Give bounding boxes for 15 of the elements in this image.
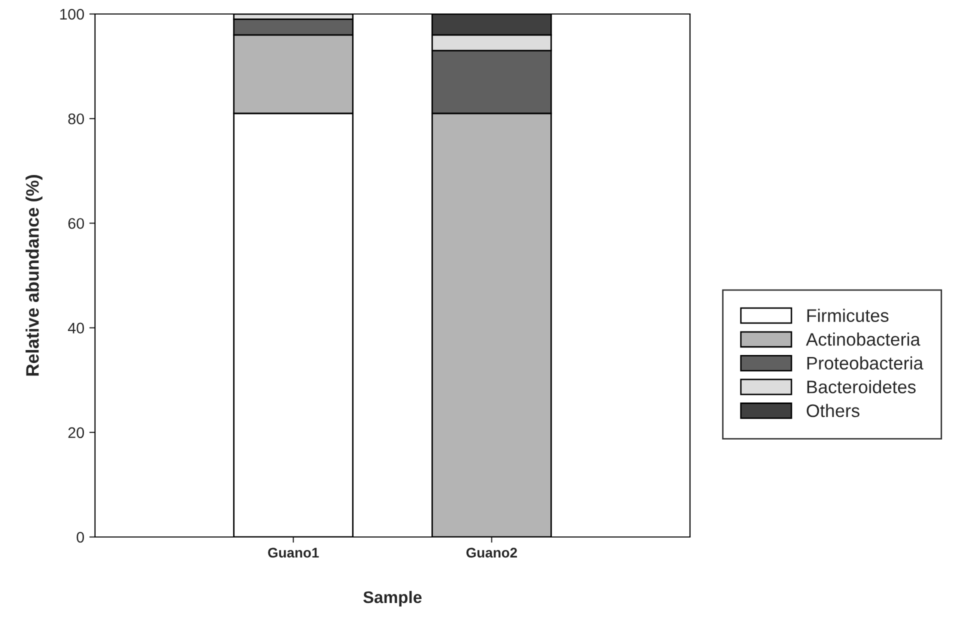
x-axis-title: Sample <box>363 590 422 606</box>
legend-label: Proteobacteria <box>807 356 924 370</box>
y-tick-label: 40 <box>68 322 84 334</box>
y-tick-label: 60 <box>68 218 84 229</box>
x-tick-label: Guano1 <box>268 548 319 558</box>
legend-label: Actinobacteria <box>806 332 920 346</box>
legend-label: Others <box>806 404 860 418</box>
y-tick-label: 20 <box>68 427 84 438</box>
y-tick-label: 100 <box>60 8 84 20</box>
y-tick-label: 80 <box>68 113 84 124</box>
y-axis-title: Relative abundance (%) <box>26 175 42 376</box>
x-tick-label: Guano2 <box>466 548 517 558</box>
y-tick-label: 0 <box>76 532 84 543</box>
legend-label: Firmicutes <box>807 308 888 322</box>
legend-label: Bacteroidetes <box>807 380 916 394</box>
